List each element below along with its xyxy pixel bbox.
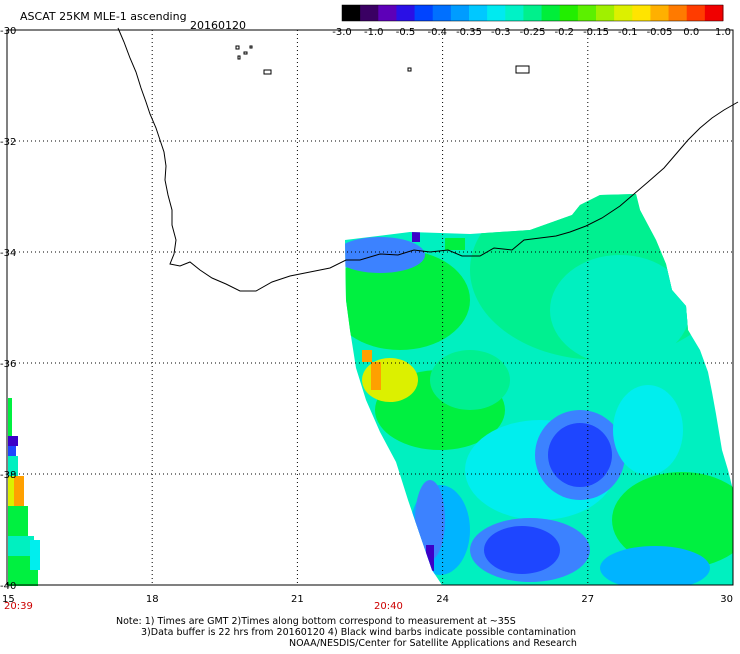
swath-cell	[8, 446, 16, 456]
swath-region	[345, 237, 425, 273]
swath-cell	[426, 545, 434, 571]
colorbar-swatch	[414, 5, 434, 21]
colorbar-label: -0.1	[618, 27, 638, 38]
island	[515, 65, 530, 74]
colorbar-label: 0.0	[683, 27, 699, 38]
latitude-label: -40	[0, 581, 16, 592]
colorbar-swatch	[342, 5, 361, 21]
latitude-label: -36	[0, 359, 16, 370]
island	[407, 67, 412, 72]
colorbar-swatch	[541, 5, 561, 21]
longitude-label: 15	[2, 594, 15, 605]
colorbar-swatch	[487, 5, 506, 21]
swath-cell	[30, 540, 40, 570]
colorbar-swatch	[450, 5, 470, 21]
colorbar-swatch	[469, 5, 488, 21]
offshore-islands	[235, 45, 530, 75]
colorbar-swatch	[668, 5, 688, 21]
swath-cell	[8, 506, 28, 536]
swath-region	[362, 358, 418, 402]
latitude-labels: -30 -32 -34 -36 -38 -40	[0, 26, 16, 592]
colorbar-swatch	[614, 5, 633, 21]
swath-cell	[14, 476, 24, 526]
product-date: 20160120	[190, 19, 246, 32]
product-title: ASCAT 25KM MLE-1 ascending	[20, 10, 187, 23]
swath-cell	[371, 362, 381, 390]
colorbar-label: -0.35	[456, 27, 482, 38]
colorbar-swatch	[632, 5, 651, 21]
swath-cell	[8, 456, 18, 476]
colorbar-label: -0.2	[554, 27, 574, 38]
swath-cell	[8, 398, 12, 438]
longitude-label: 27	[581, 594, 594, 605]
swath-region	[612, 472, 733, 568]
swath-region	[550, 255, 690, 365]
colorbar-label: -1.0	[364, 27, 384, 38]
colorbar-swatch	[360, 5, 379, 21]
colorbar-label: -3.0	[332, 27, 352, 38]
colorbar-label: -0.25	[520, 27, 546, 38]
swath-cell	[362, 350, 372, 362]
colorbar-swatch	[704, 5, 724, 21]
swath-region	[415, 480, 445, 560]
time-label-middle: 20:40	[374, 601, 403, 612]
swath-region	[613, 385, 683, 475]
colorbar-swatch	[523, 5, 543, 21]
colorbar-label: -0.4	[427, 27, 447, 38]
island	[237, 55, 241, 60]
island	[235, 45, 240, 50]
colorbar-swatch	[686, 5, 706, 21]
note-line-1: Note: 1) Times are GMT 2)Times along bot…	[116, 616, 516, 627]
colorbar-swatch	[378, 5, 397, 21]
colorbar-swatch	[596, 5, 615, 21]
island	[263, 69, 272, 75]
longitude-label: 30	[720, 594, 733, 605]
plot-frame	[6, 29, 734, 586]
latitude-label: -32	[0, 137, 16, 148]
swath-cell	[8, 536, 34, 556]
longitude-label: 18	[146, 594, 159, 605]
longitude-label: 21	[291, 594, 304, 605]
latitude-label: -30	[0, 26, 16, 37]
colorbar-swatch	[559, 5, 579, 21]
colorbar-frame	[341, 4, 724, 22]
island	[249, 45, 253, 49]
colorbar-swatch	[396, 5, 416, 21]
wind-swath-left-edge	[8, 398, 40, 586]
colorbar-label: -0.5	[396, 27, 416, 38]
swath-region	[600, 546, 710, 585]
swath-cell	[8, 476, 14, 506]
colorbar-swatch	[650, 5, 670, 21]
graticule-grid	[7, 30, 733, 585]
colorbar-label: -0.3	[491, 27, 511, 38]
note-line-3: NOAA/NESDIS/Center for Satellite Applica…	[289, 638, 577, 649]
colorbar-swatch	[505, 5, 524, 21]
swath-region	[548, 423, 612, 487]
colorbar-label: -0.05	[647, 27, 673, 38]
colorbar-swatch	[432, 5, 452, 21]
time-label-left: 20:39	[4, 601, 33, 612]
wind-swath	[345, 194, 733, 585]
swath-region	[345, 250, 470, 350]
colorbar-swatch	[577, 5, 597, 21]
longitude-label: 24	[436, 594, 449, 605]
colorbar: -3.0 -1.0 -0.5 -0.4 -0.35 -0.3 -0.25 -0.2 -0.15-…	[332, 4, 731, 38]
latitude-label: -34	[0, 248, 16, 259]
swath-cell	[8, 436, 18, 446]
latitude-label: -38	[0, 470, 16, 481]
island	[243, 51, 248, 55]
swath-cell	[445, 238, 465, 250]
swath-region	[484, 526, 560, 574]
colorbar-label: 1.0	[715, 27, 731, 38]
swath-cell	[412, 232, 420, 242]
note-line-2: 3)Data buffer is 22 hrs from 20160120 4)…	[141, 627, 577, 638]
coastline	[117, 27, 739, 292]
colorbar-label: -0.15	[583, 27, 609, 38]
longitude-labels: 15 18 21 24 27 30	[2, 594, 733, 605]
swath-region	[430, 350, 510, 410]
